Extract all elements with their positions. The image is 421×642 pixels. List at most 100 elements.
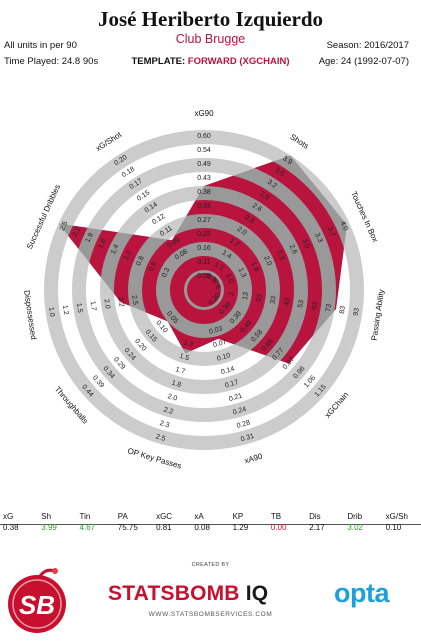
tick-label: 1.7 (175, 366, 186, 375)
tick-label: 2.3 (275, 249, 285, 261)
statsbomb-brand: STATSBOMB IQ (108, 582, 268, 606)
stats-header-row: xG Sh Tin PA xGC xA KP TB Dis Drib xG/Sh (0, 512, 421, 523)
template-value: FORWARD (XGCHAIN) (187, 56, 290, 67)
tick-label: 0.43 (197, 175, 211, 182)
axis-label: xGChain (323, 390, 350, 419)
stats-header-cell: xA (194, 512, 204, 521)
radar-chart: 0.600.540.490.430.380.330.270.220.160.11… (22, 109, 386, 471)
tick-label: 83 (339, 305, 347, 314)
stats-value-cell: 0.10 (385, 523, 402, 532)
club-name: Club Brugge (175, 32, 246, 46)
axis-label: Passing Ability (370, 289, 386, 341)
axis-label: xA90 (243, 451, 264, 465)
tick-label: 1.1 (213, 261, 225, 272)
tick-label: 0.28 (236, 419, 251, 430)
tick-label: 2.3 (243, 214, 255, 225)
tick-label: 3.3 (313, 232, 323, 244)
tick-label: 2.5 (130, 295, 138, 306)
tick-label: 43 (283, 298, 291, 307)
tick-label: 1.7 (89, 301, 97, 312)
axis-label: Shots (288, 132, 310, 151)
tick-label: 1.0 (47, 307, 55, 318)
stats-value-row: 0.38 3.99 4.67 75.75 0.81 0.08 1.29 0.00 2.17 3.0… (0, 523, 421, 532)
tick-label: 33 (270, 296, 278, 305)
tick-label: 3.9 (281, 155, 293, 166)
tick-label: 2.6 (288, 244, 298, 256)
tick-label: 0.54 (197, 147, 211, 154)
tick-label: 1.2 (61, 305, 69, 316)
stats-header-cell: xG/Sh (385, 512, 408, 521)
radar-band-4 (114, 200, 294, 364)
tick-label: 2.0 (262, 255, 272, 267)
template-label: TEMPLATE: (131, 56, 186, 67)
tick-label: 3 (228, 292, 235, 297)
website: WWW.STATSBOMBSERVICES.COM (148, 611, 273, 618)
tick-label: 2.6 (251, 202, 263, 213)
stats-header-cell: KP (232, 512, 244, 521)
age: Age: 24 (1992-07-07) (318, 56, 409, 67)
tick-label: 0.33 (197, 203, 211, 210)
tick-label: 1.1 (123, 249, 133, 261)
tick-label: 0.38 (197, 189, 211, 196)
tick-label: 0.49 (197, 161, 211, 168)
stats-divider (0, 524, 421, 525)
tick-label: 0.05 (197, 273, 211, 280)
tick-label: 4.0 (339, 220, 349, 232)
stats-header-cell: Sh (41, 512, 52, 521)
axis-label: xG/Shot (94, 130, 124, 154)
stats-header-cell: TB (270, 512, 282, 521)
stats-value-cell: 3.99 (41, 523, 57, 532)
tick-label: 3.5 (274, 167, 286, 178)
stats-header-cell: xG (3, 512, 14, 521)
player-name: José Heriberto Izquierdo (97, 7, 324, 31)
stats-header-cell: Drib (347, 512, 363, 521)
stats-value-cell: 1.29 (232, 523, 249, 532)
tick-label: 0.27 (197, 217, 211, 224)
tick-label: 0.16 (197, 245, 211, 252)
tick-label: 2.2 (116, 297, 124, 308)
tick-label: 2.0 (236, 226, 248, 237)
tick-label: 3.2 (266, 179, 278, 190)
stats-value-cell: 75.75 (117, 523, 138, 532)
tick-label: 1.4 (110, 243, 120, 255)
tick-label: 0.22 (197, 231, 211, 238)
tick-label: 0.3 (161, 267, 171, 279)
tick-label: 53 (297, 299, 305, 308)
created-by: CREATED BY (191, 562, 230, 568)
tick-label: 93 (353, 307, 361, 316)
template-line: TEMPLATE: FORWARD (XGCHAIN) (0, 56, 421, 67)
stats-value-cell: 3.02 (347, 523, 363, 532)
tick-label: 0.07 (212, 339, 227, 350)
stats-value-cell: 4.67 (79, 523, 96, 532)
axis-label: Dispossessed (22, 290, 38, 341)
tick-label: 0.03 (208, 325, 223, 336)
axis-label: OP Key Passes (126, 446, 182, 470)
tick-label: 63 (311, 301, 319, 310)
tick-label: 1.5 (75, 303, 83, 314)
opta-logo: opta (334, 578, 390, 608)
tick-label: 2.2 (72, 226, 82, 238)
brand-iq: IQ (239, 582, 269, 605)
stats-value-cell: 2.17 (309, 523, 325, 532)
tick-label: 1.8 (171, 380, 182, 389)
tick-label: 73 (325, 303, 333, 312)
sb-logo-text: SB (19, 590, 55, 620)
units-note: All units in per 90 (4, 40, 77, 51)
tick-label: 2.2 (163, 406, 174, 415)
stats-table: xG Sh Tin PA xGC xA KP TB Dis Drib xG/Sh 0.38 3.99 4… (0, 512, 421, 532)
tick-label: 23 (256, 294, 264, 303)
axis-label: xG90 (194, 109, 214, 118)
stats-value-cell: 0.00 (270, 523, 287, 532)
tick-label: 1.3 (182, 339, 193, 348)
statsbomb-bomb-logo: SB (8, 568, 66, 633)
tick-label: 2.5 (155, 433, 166, 442)
stats-value-cell: 0.38 (3, 523, 19, 532)
tick-label: 3.7 (326, 226, 336, 238)
tick-label: 3.0 (300, 238, 310, 250)
tick-label: 0.6 (148, 261, 158, 273)
tick-label: 1.9 (85, 232, 95, 244)
time-played: Time Played: 24.8 90s (4, 56, 99, 67)
radar-band-0 (170, 256, 238, 324)
tick-label: 0.8 (205, 273, 217, 284)
tick-label: 1.3 (237, 267, 247, 279)
